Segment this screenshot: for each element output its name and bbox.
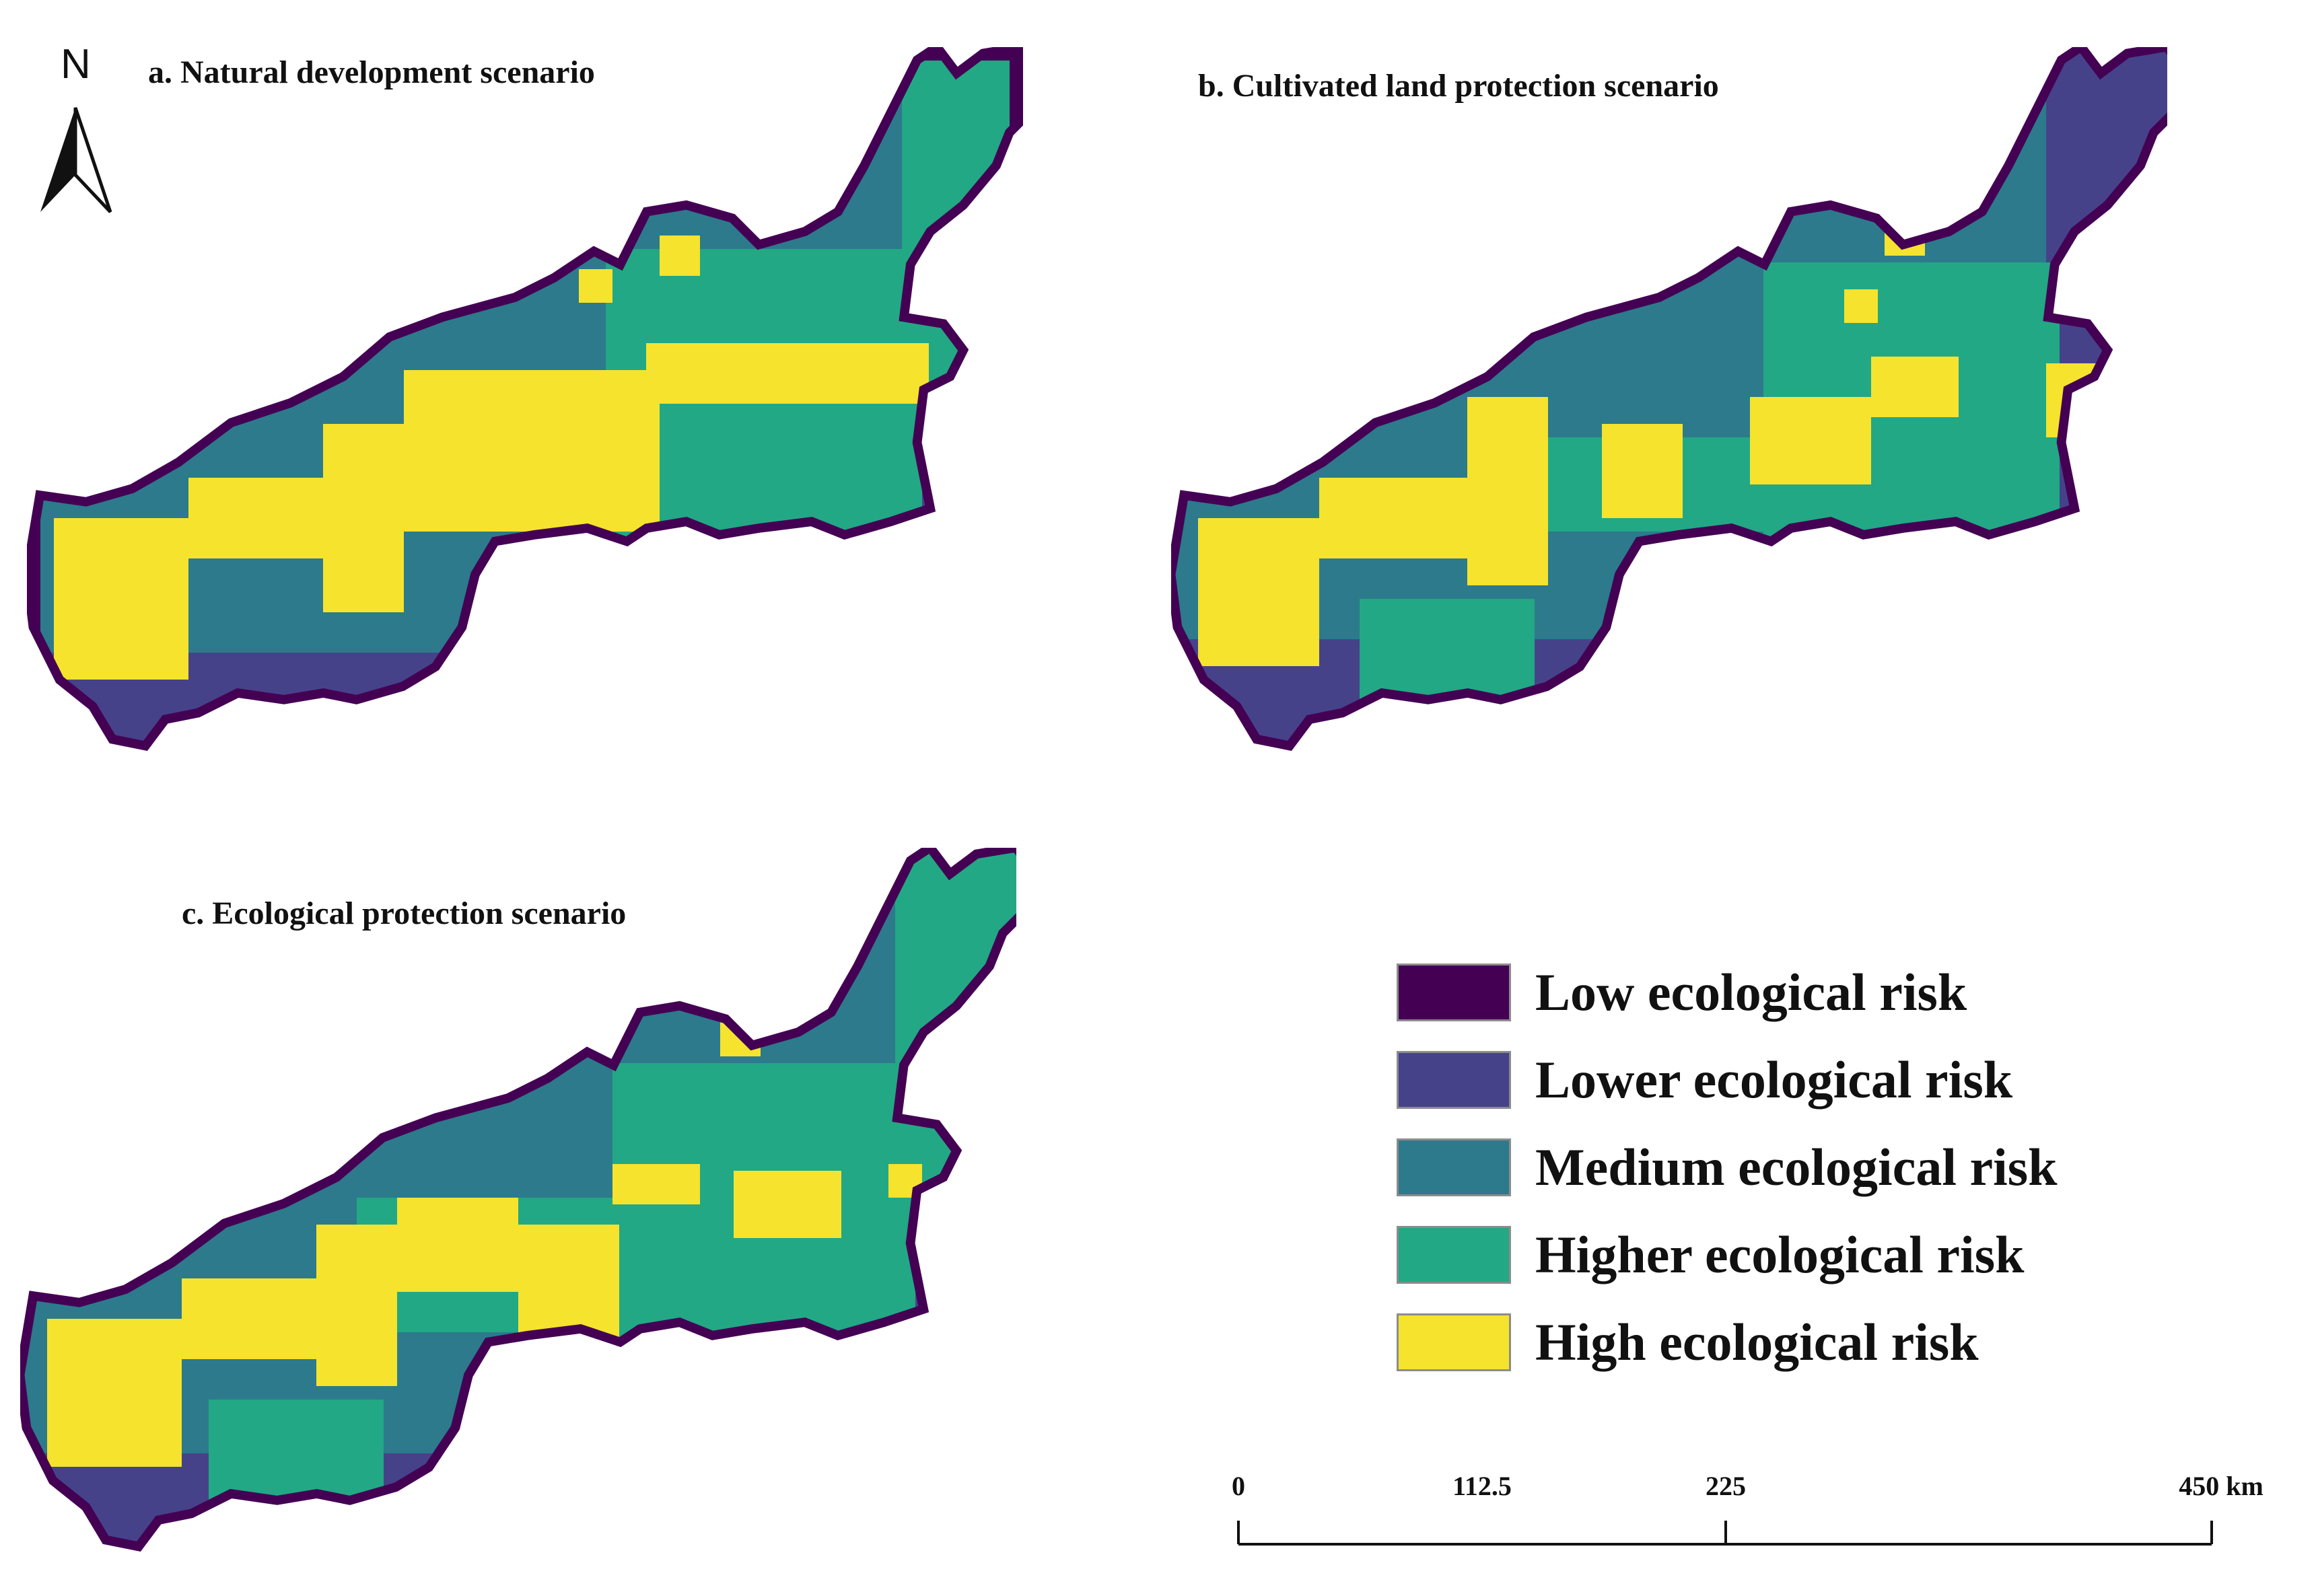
panel-c-title: c. Ecological protection scenario <box>182 896 627 931</box>
scale-bar-line <box>1237 1521 2213 1546</box>
legend-label-lower: Lower ecological risk <box>1535 1050 2013 1109</box>
legend-label-higher: Higher ecological risk <box>1535 1225 2025 1284</box>
map-a-outline <box>27 47 1023 751</box>
legend-item-medium: Medium ecological risk <box>1397 1124 2058 1211</box>
map-c-svg <box>20 848 1016 1552</box>
legend-item-lower: Lower ecological risk <box>1397 1036 2058 1124</box>
scale-tick-0: 0 <box>1232 1471 1245 1501</box>
panel-a-title: a. Natural development scenario <box>148 55 595 90</box>
legend-label-medium: Medium ecological risk <box>1535 1138 2058 1196</box>
legend-label-high: High ecological risk <box>1535 1313 1979 1371</box>
legend-label-low: Low ecological risk <box>1535 963 1967 1021</box>
map-b-svg <box>1171 47 2167 751</box>
north-arrow: N <box>27 40 121 222</box>
map-a-svg <box>27 47 1023 751</box>
map-panel-a: a. Natural development scenario <box>27 47 1023 781</box>
map-panel-c: c. Ecological protection scenario <box>20 848 1016 1581</box>
legend-item-high: High ecological risk <box>1397 1299 2058 1386</box>
legend-swatch-high <box>1397 1313 1511 1371</box>
legend-swatch-higher <box>1397 1226 1511 1284</box>
scale-tick-225: 225 <box>1706 1471 1746 1501</box>
legend-swatch-lower <box>1397 1051 1511 1109</box>
map-panel-b: b. Cultivated land protection scenario <box>1171 47 2167 781</box>
scale-tick-450: 450 km <box>2179 1471 2264 1501</box>
legend-item-low: Low ecological risk <box>1397 949 2058 1036</box>
legend-swatch-low <box>1397 964 1511 1021</box>
scale-bar: 0 112.5 225 450 km <box>1225 1470 2302 1571</box>
north-arrow-icon <box>40 107 112 213</box>
north-label: N <box>61 41 91 87</box>
map-b-outline <box>1171 47 2167 751</box>
panel-b-title: b. Cultivated land protection scenario <box>1198 68 1719 104</box>
legend: Low ecological risk Lower ecological ris… <box>1397 949 2058 1386</box>
legend-swatch-medium <box>1397 1138 1511 1196</box>
map-c-outline <box>20 848 1016 1552</box>
legend-item-higher: Higher ecological risk <box>1397 1211 2058 1299</box>
scale-tick-112: 112.5 <box>1452 1471 1512 1501</box>
